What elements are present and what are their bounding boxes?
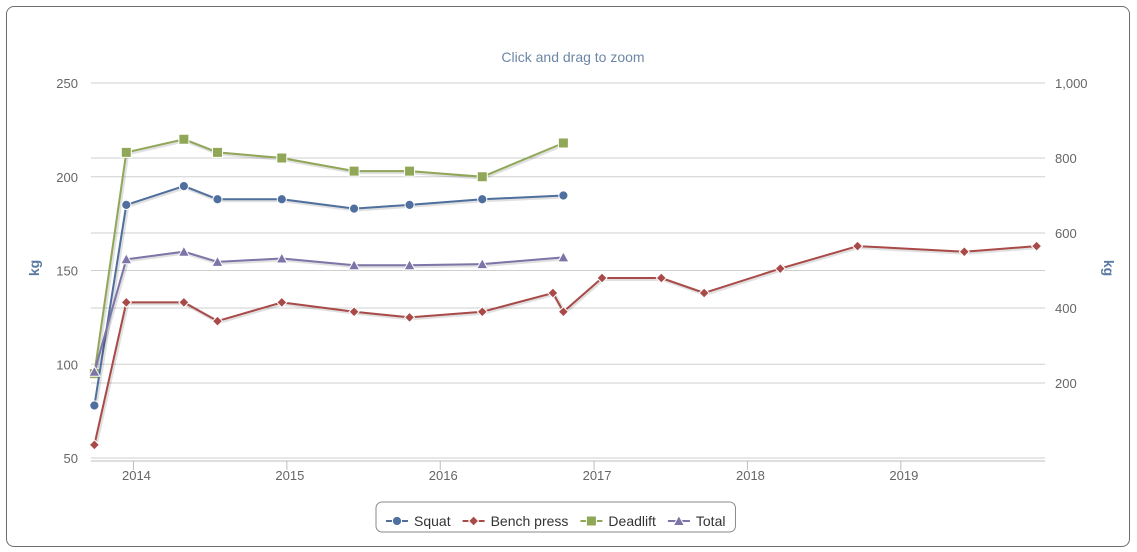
legend[interactable]: Squat Bench press Deadlift Total bbox=[375, 501, 736, 533]
data-point[interactable] bbox=[348, 203, 360, 214]
data-point[interactable] bbox=[88, 365, 101, 377]
y-right-tick-label: 200 bbox=[1055, 376, 1077, 391]
y-right-tick-label: 400 bbox=[1055, 301, 1077, 316]
x-tick-label: 2018 bbox=[736, 468, 765, 483]
data-point[interactable] bbox=[404, 165, 416, 177]
legend-marker bbox=[467, 515, 480, 527]
data-point[interactable] bbox=[178, 133, 190, 145]
data-point[interactable] bbox=[89, 400, 100, 411]
chart-subtitle: Click and drag to zoom bbox=[501, 49, 644, 65]
x-tick-label: 2017 bbox=[583, 468, 612, 483]
data-point[interactable] bbox=[547, 287, 559, 299]
y-left-tick-label: 50 bbox=[64, 451, 78, 466]
series-line-shadow bbox=[93, 245, 1038, 447]
y-right-tick-label: 800 bbox=[1055, 151, 1077, 166]
data-point[interactable] bbox=[211, 315, 224, 327]
data-point[interactable] bbox=[698, 287, 710, 299]
data-point[interactable] bbox=[121, 199, 132, 210]
legend-label: Bench press bbox=[491, 513, 569, 529]
chart-container[interactable] bbox=[6, 6, 1130, 547]
series-line-shadow bbox=[93, 138, 566, 375]
x-tick-label: 2019 bbox=[889, 468, 918, 483]
series-layer bbox=[88, 133, 1043, 451]
data-point[interactable] bbox=[212, 194, 223, 205]
y-left-tick-label: 150 bbox=[56, 264, 78, 279]
data-point[interactable] bbox=[557, 137, 569, 149]
legend-item-total[interactable]: Total bbox=[667, 513, 726, 529]
data-point[interactable] bbox=[557, 250, 570, 263]
legend-item-bench-press[interactable]: Bench press bbox=[462, 513, 569, 529]
series-squat[interactable] bbox=[89, 181, 569, 411]
data-point[interactable] bbox=[475, 257, 489, 270]
data-point[interactable] bbox=[596, 272, 608, 284]
data-point[interactable] bbox=[851, 240, 864, 252]
data-point[interactable] bbox=[404, 199, 415, 210]
series-line-shadow bbox=[93, 184, 565, 407]
data-point[interactable] bbox=[403, 311, 416, 324]
data-point[interactable] bbox=[557, 306, 570, 318]
data-point[interactable] bbox=[211, 255, 224, 267]
x-tick-label: 2015 bbox=[275, 468, 304, 483]
data-point[interactable] bbox=[476, 171, 488, 183]
data-point[interactable] bbox=[477, 194, 488, 205]
legend-marker bbox=[672, 514, 686, 526]
data-point[interactable] bbox=[119, 252, 133, 265]
data-point[interactable] bbox=[558, 190, 569, 201]
y-right-tick-label: 1,000 bbox=[1055, 76, 1088, 91]
series-total[interactable] bbox=[88, 245, 570, 377]
data-point[interactable] bbox=[348, 306, 360, 318]
x-tick-label: 2016 bbox=[429, 468, 458, 483]
legend-item-squat[interactable]: Squat bbox=[386, 513, 451, 529]
y-left-tick-label: 200 bbox=[56, 170, 78, 185]
series-line[interactable] bbox=[93, 185, 564, 406]
axis-ticks: 50 100 150 200 250 200 400 600 800 1,000 2014 2015 2… bbox=[56, 76, 1087, 483]
legend-label: Squat bbox=[414, 513, 451, 529]
data-point[interactable] bbox=[178, 181, 189, 192]
y-axis-left-title: kg bbox=[26, 260, 42, 276]
data-point[interactable] bbox=[275, 251, 289, 264]
y-left-tick-label: 100 bbox=[56, 357, 78, 372]
data-point[interactable] bbox=[476, 306, 488, 318]
legend-marker bbox=[391, 515, 403, 527]
data-point[interactable] bbox=[88, 439, 101, 451]
data-point[interactable] bbox=[958, 246, 971, 258]
y-right-tick-label: 600 bbox=[1055, 226, 1077, 241]
series-deadlift[interactable] bbox=[88, 133, 569, 380]
legend-box bbox=[375, 501, 736, 533]
legend-marker bbox=[585, 515, 597, 527]
data-point[interactable] bbox=[276, 296, 288, 309]
legend-label: Deadlift bbox=[608, 513, 656, 529]
legend-item-deadlift[interactable]: Deadlift bbox=[580, 513, 656, 529]
y-left-tick-label: 250 bbox=[56, 76, 78, 91]
data-point[interactable] bbox=[276, 152, 288, 164]
data-point[interactable] bbox=[1030, 240, 1043, 252]
data-point[interactable] bbox=[120, 146, 132, 158]
series-line[interactable] bbox=[93, 245, 1037, 446]
data-point[interactable] bbox=[120, 296, 133, 309]
legend-label: Total bbox=[696, 513, 726, 529]
x-tick-label: 2014 bbox=[122, 468, 151, 483]
gridlines bbox=[91, 82, 1045, 470]
data-point[interactable] bbox=[347, 258, 361, 271]
data-point[interactable] bbox=[177, 245, 191, 257]
data-point[interactable] bbox=[178, 296, 190, 309]
series-bench-press[interactable] bbox=[88, 240, 1043, 451]
data-point[interactable] bbox=[774, 262, 786, 275]
data-point[interactable] bbox=[276, 194, 287, 205]
data-point[interactable] bbox=[211, 146, 223, 158]
data-point[interactable] bbox=[655, 272, 668, 284]
y-axis-right-title: kg bbox=[1101, 260, 1117, 276]
data-point[interactable] bbox=[348, 165, 360, 177]
data-point[interactable] bbox=[403, 258, 416, 271]
